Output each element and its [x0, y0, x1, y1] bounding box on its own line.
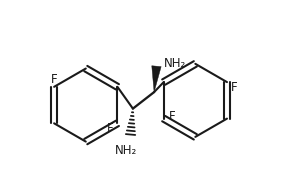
Text: F: F	[107, 122, 114, 134]
Text: NH₂: NH₂	[164, 57, 186, 70]
Polygon shape	[152, 66, 161, 92]
Text: F: F	[231, 82, 237, 94]
Text: NH₂: NH₂	[115, 144, 137, 157]
Text: F: F	[51, 73, 57, 86]
Text: F: F	[169, 110, 175, 123]
